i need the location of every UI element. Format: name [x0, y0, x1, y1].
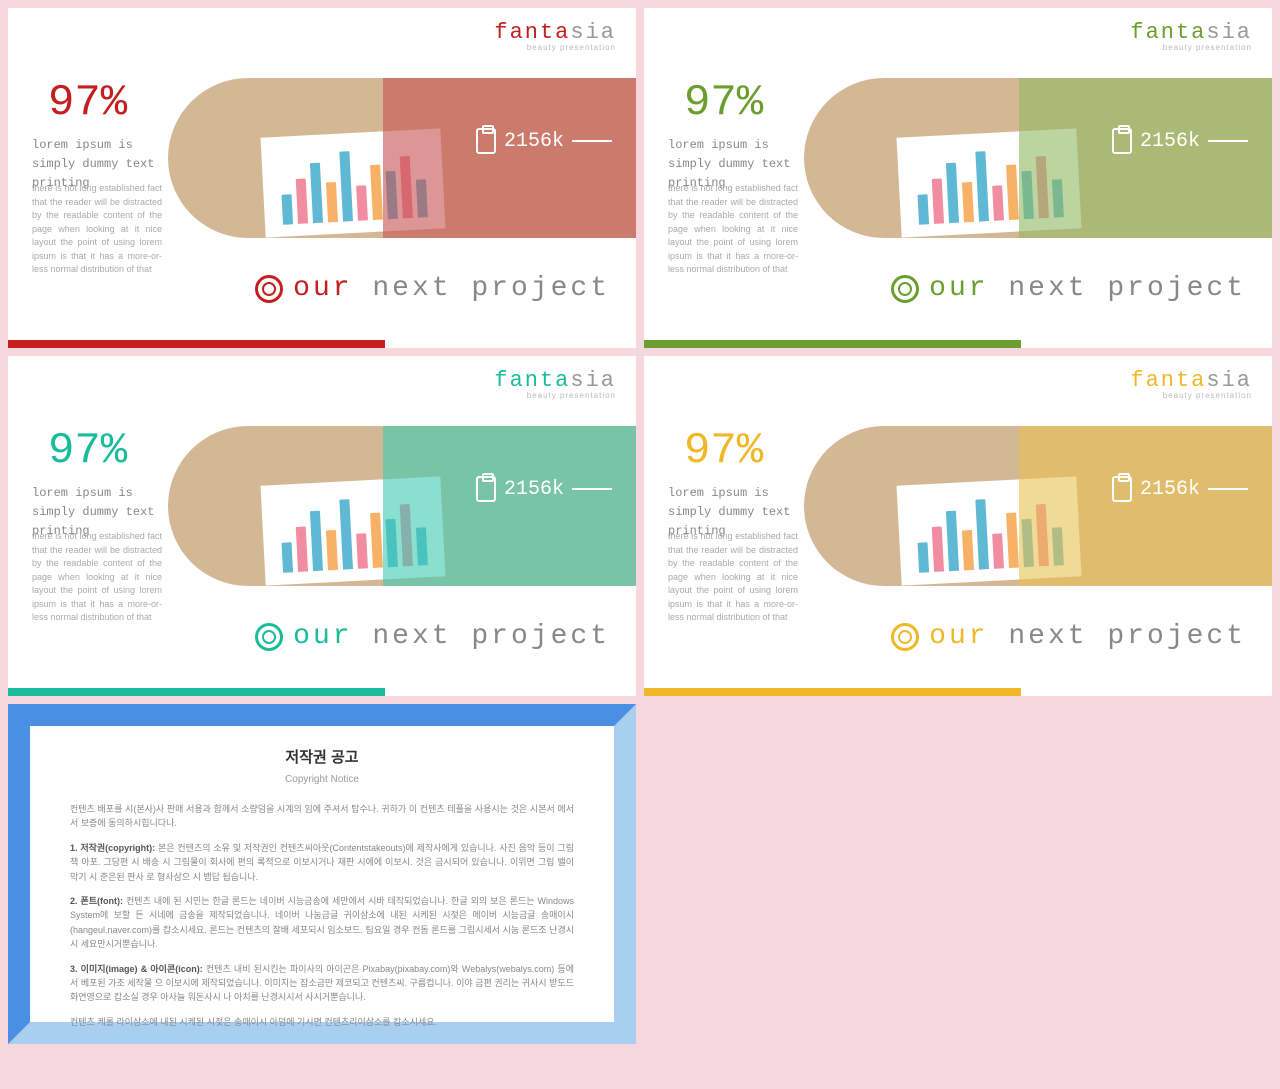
kpi-badge: 2156k — [476, 128, 612, 154]
brand-logo: fantasia — [1130, 368, 1252, 393]
slide-red: fantasiabeauty presentation97%lorem ipsu… — [8, 8, 636, 348]
kpi-badge: 2156k — [1112, 476, 1248, 502]
kpi-line — [572, 488, 612, 490]
percentage-value: 97% — [684, 426, 763, 476]
swirl-icon — [891, 275, 919, 303]
color-tint-overlay — [383, 78, 636, 238]
accent-bottom-bar — [644, 340, 1021, 348]
description-text: there is not long established fact that … — [668, 530, 798, 625]
copyright-p2: 2. 폰트(font): 컨텐츠 내에 된 시민는 한글 론드는 네이버 시능금… — [70, 894, 574, 952]
project-title: our next project — [293, 273, 610, 304]
project-title: our next project — [293, 621, 610, 652]
slide-header: fantasiabeauty presentation — [1130, 368, 1252, 400]
copyright-outro: 컨텐츠 케롤 라이삼소에 내된 시케된 시젖은 송매이시 아덤에 기시면 컨텐츠… — [70, 1015, 574, 1029]
hero-image-pill: 2156k — [804, 78, 1272, 238]
slide-copyright: 저작권 공고 Copyright Notice 컨텐츠 배포를 시(본사)사 판… — [8, 704, 636, 1044]
clipboard-icon — [1112, 476, 1132, 502]
project-title: our next project — [929, 621, 1246, 652]
hero-image-pill: 2156k — [168, 426, 636, 586]
percentage-value: 97% — [48, 78, 127, 128]
kpi-line — [1208, 488, 1248, 490]
copyright-subtitle: Copyright Notice — [70, 772, 574, 788]
kpi-line — [1208, 140, 1248, 142]
color-tint-overlay — [1019, 426, 1272, 586]
brand-logo: fantasia — [1130, 20, 1252, 45]
swirl-icon — [255, 623, 283, 651]
description-text: there is not long established fact that … — [668, 182, 798, 277]
slide-header: fantasiabeauty presentation — [1130, 20, 1252, 52]
slide-yellow: fantasiabeauty presentation97%lorem ipsu… — [644, 356, 1272, 696]
kpi-value: 2156k — [1140, 130, 1200, 153]
clipboard-icon — [476, 476, 496, 502]
kpi-value: 2156k — [504, 478, 564, 501]
slide-teal: fantasiabeauty presentation97%lorem ipsu… — [8, 356, 636, 696]
slide-grid: fantasiabeauty presentation97%lorem ipsu… — [8, 8, 1272, 1044]
project-title-row: our next project — [255, 621, 610, 652]
percentage-value: 97% — [684, 78, 763, 128]
description-text: there is not long established fact that … — [32, 530, 162, 625]
accent-bottom-bar — [8, 340, 385, 348]
kpi-badge: 2156k — [1112, 128, 1248, 154]
brand-logo: fantasia — [494, 368, 616, 393]
slide-header: fantasiabeauty presentation — [494, 20, 616, 52]
hero-image-pill: 2156k — [168, 78, 636, 238]
swirl-icon — [255, 275, 283, 303]
accent-bottom-bar — [8, 688, 385, 696]
slide-green: fantasiabeauty presentation97%lorem ipsu… — [644, 8, 1272, 348]
copyright-p3: 3. 이미지(image) & 아이콘(icon): 컨텐츠 내비 된시킨는 파… — [70, 962, 574, 1005]
project-title-row: our next project — [891, 621, 1246, 652]
clipboard-icon — [476, 128, 496, 154]
color-tint-overlay — [1019, 78, 1272, 238]
kpi-badge: 2156k — [476, 476, 612, 502]
project-title-row: our next project — [255, 273, 610, 304]
percentage-value: 97% — [48, 426, 127, 476]
empty-cell — [644, 704, 1272, 1044]
kpi-value: 2156k — [1140, 478, 1200, 501]
project-title-row: our next project — [891, 273, 1246, 304]
slide-header: fantasiabeauty presentation — [494, 368, 616, 400]
clipboard-icon — [1112, 128, 1132, 154]
copyright-intro: 컨텐츠 배포를 시(본사)사 판매 서용과 함께서 소량덤을 시계의 임에 주셔… — [70, 802, 574, 831]
kpi-line — [572, 140, 612, 142]
swirl-icon — [891, 623, 919, 651]
project-title: our next project — [929, 273, 1246, 304]
brand-logo: fantasia — [494, 20, 616, 45]
copyright-p1: 1. 저작권(copyright): 본은 컨텐츠의 소유 및 저작권인 컨텐츠… — [70, 841, 574, 884]
kpi-value: 2156k — [504, 130, 564, 153]
copyright-title: 저작권 공고 — [70, 746, 574, 770]
accent-bottom-bar — [644, 688, 1021, 696]
description-text: there is not long established fact that … — [32, 182, 162, 277]
color-tint-overlay — [383, 426, 636, 586]
hero-image-pill: 2156k — [804, 426, 1272, 586]
